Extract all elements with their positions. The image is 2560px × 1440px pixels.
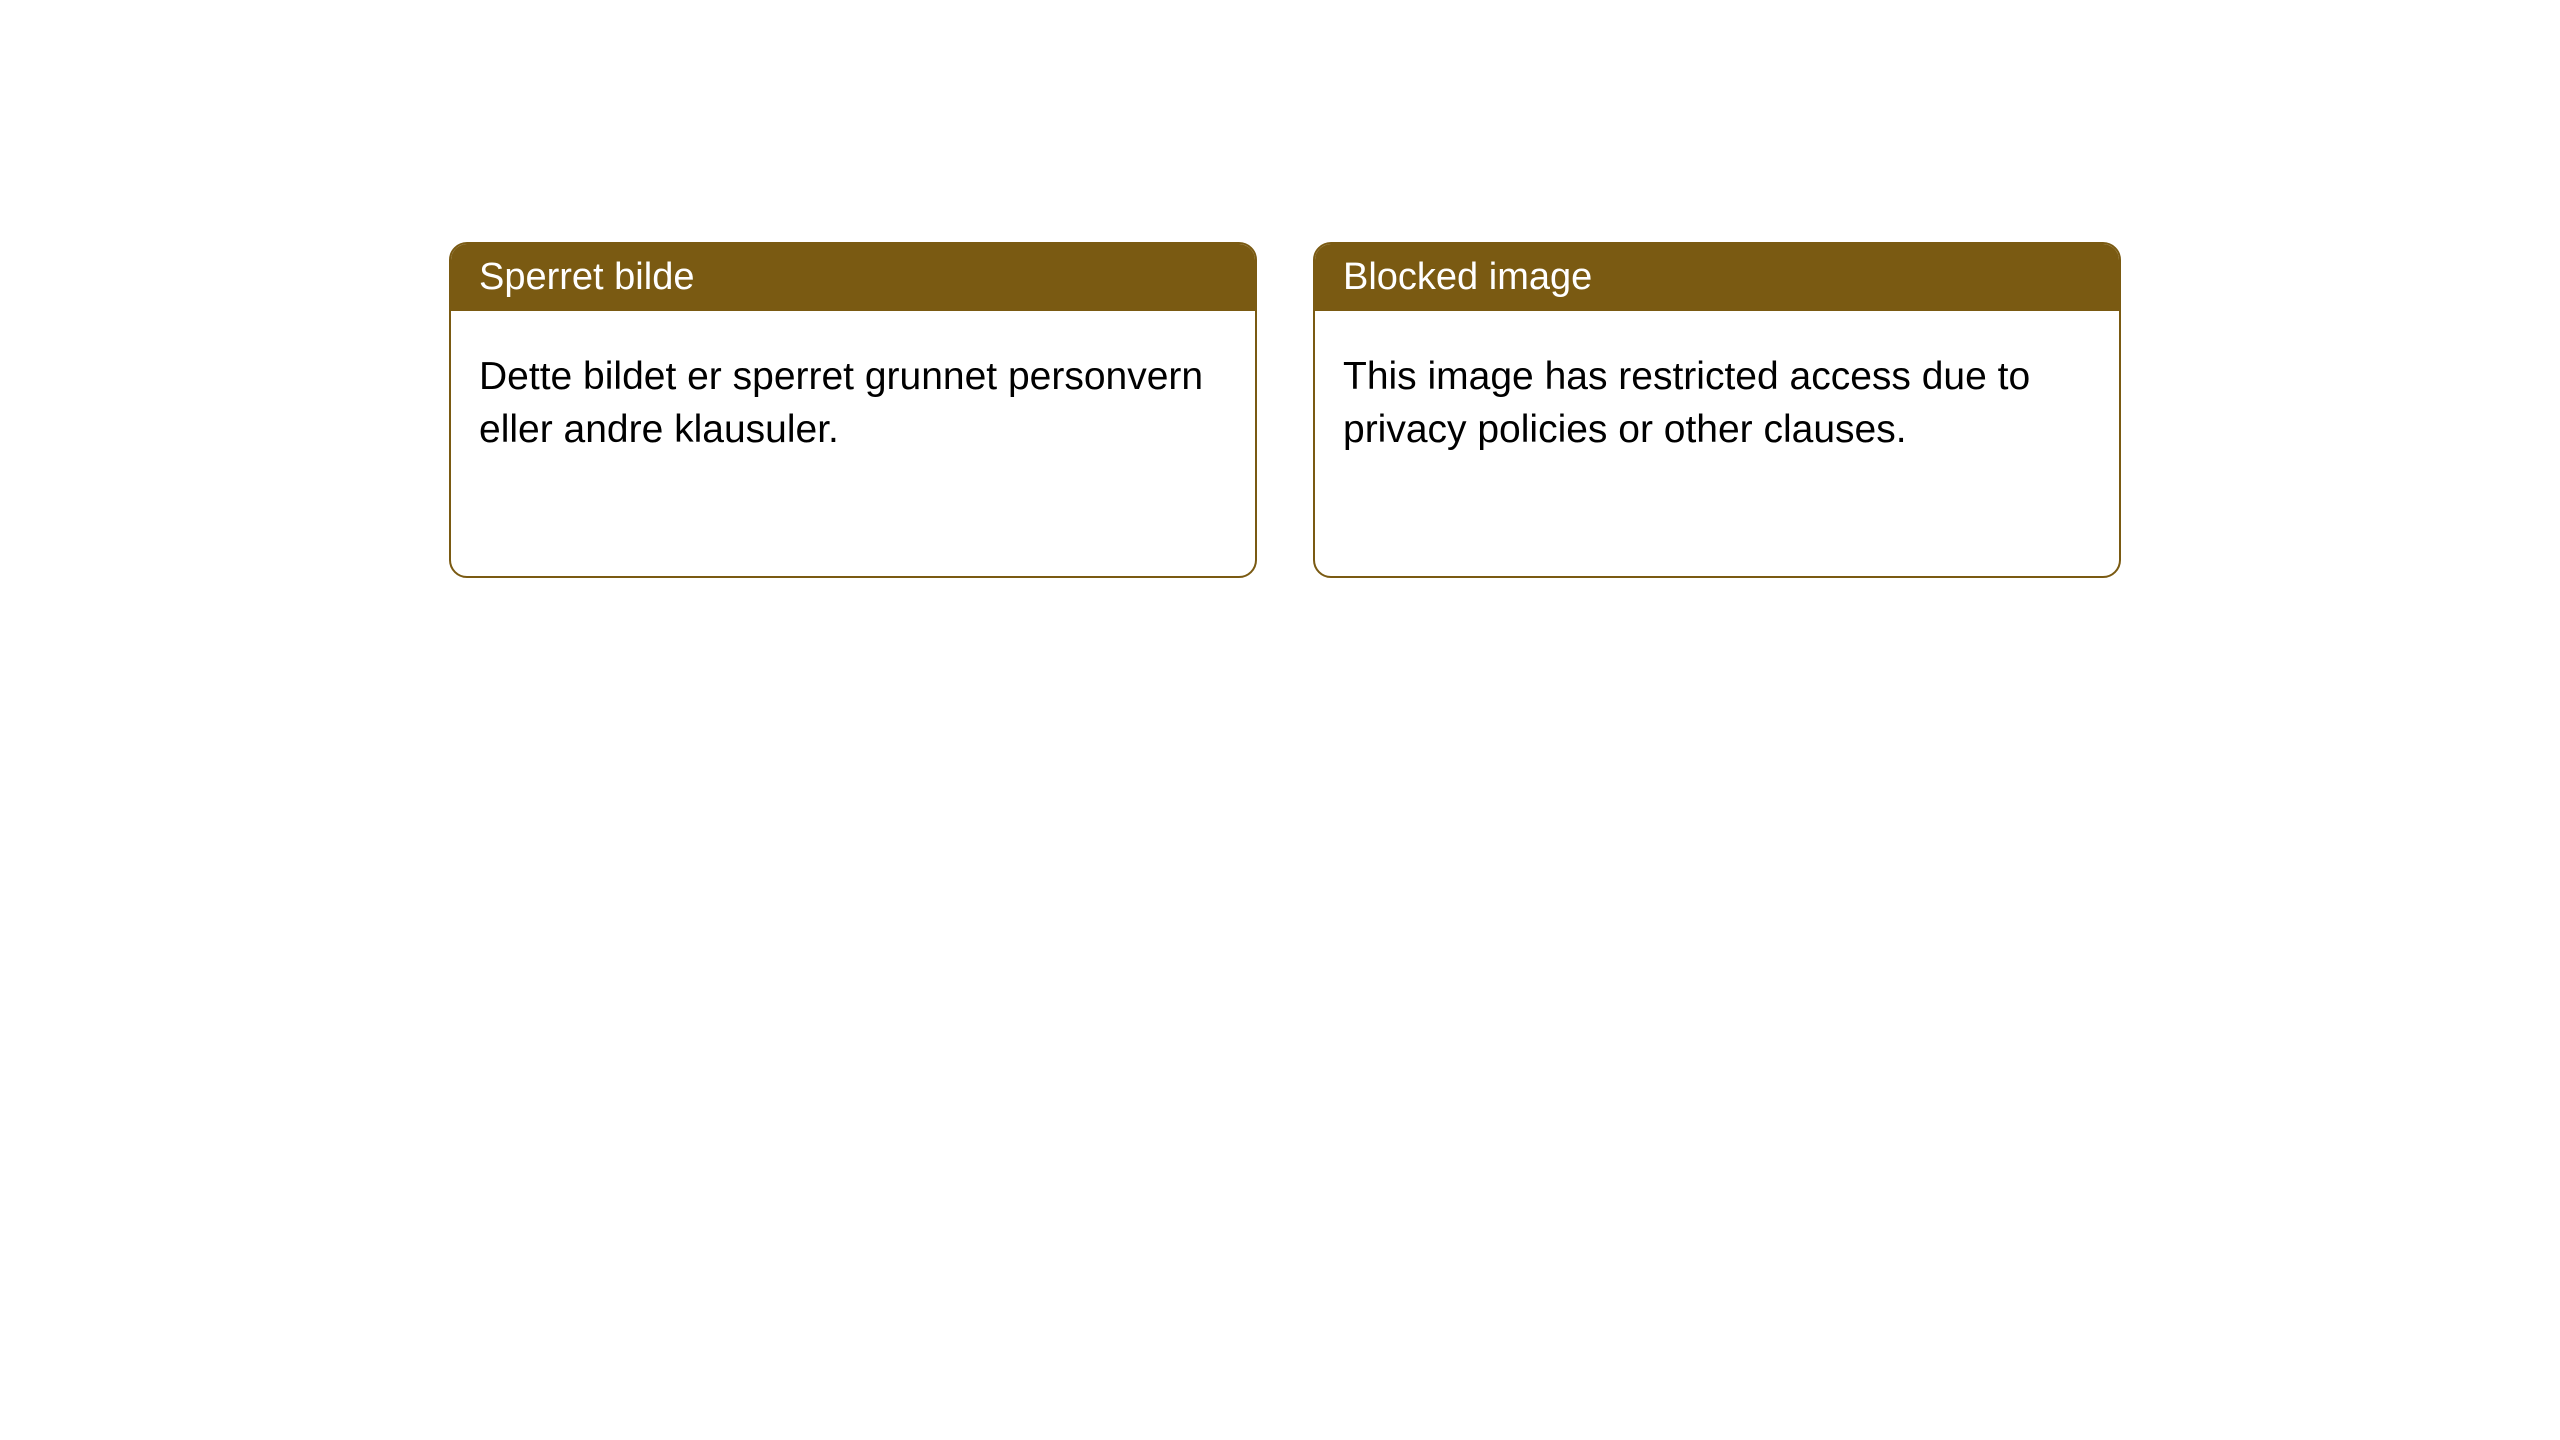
notice-header-norwegian: Sperret bilde xyxy=(451,244,1255,311)
notice-header-english: Blocked image xyxy=(1315,244,2119,311)
notice-card-english: Blocked image This image has restricted … xyxy=(1313,242,2121,578)
notice-body-norwegian: Dette bildet er sperret grunnet personve… xyxy=(451,311,1255,496)
notice-body-english: This image has restricted access due to … xyxy=(1315,311,2119,496)
notice-card-norwegian: Sperret bilde Dette bildet er sperret gr… xyxy=(449,242,1257,578)
notice-container: Sperret bilde Dette bildet er sperret gr… xyxy=(449,242,2121,578)
